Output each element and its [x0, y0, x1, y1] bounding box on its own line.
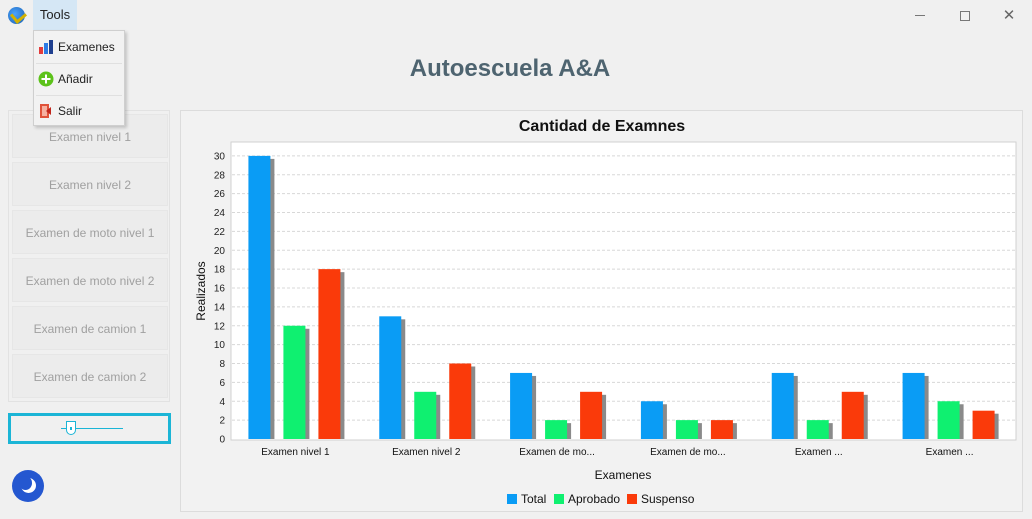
y-tick-label: 14	[214, 302, 226, 313]
slider-track	[61, 428, 123, 429]
menu-divider	[36, 63, 122, 64]
chart-title: Cantidad de Examnes	[519, 118, 685, 135]
bar-aprobado	[414, 391, 437, 439]
legend-label: Aprobado	[568, 492, 620, 506]
y-tick-label: 30	[214, 151, 226, 162]
title-bar: Tools ✕	[0, 0, 1032, 30]
minimize-button[interactable]	[897, 0, 943, 30]
legend-swatch	[627, 494, 637, 504]
menu-item-label: Añadir	[58, 72, 93, 86]
legend-swatch	[507, 494, 517, 504]
menu-item-label: Salir	[58, 104, 83, 118]
bar-chart-icon	[39, 40, 53, 54]
x-tick-label: Examen ...	[795, 447, 843, 458]
legend-swatch	[554, 494, 564, 504]
y-tick-label: 4	[219, 397, 225, 408]
page-title: Autoescuela A&A	[409, 55, 611, 82]
y-tick-label: 26	[214, 189, 226, 200]
bar-aprobado	[806, 420, 829, 439]
menu-item-anadir[interactable]: Añadir	[34, 63, 124, 95]
sidebar-item-examen-nivel-2[interactable]: Examen nivel 2	[12, 162, 168, 206]
x-axis-label: Examenes	[595, 468, 652, 482]
bar-suspenso	[710, 420, 733, 439]
maximize-button[interactable]	[942, 0, 988, 30]
y-tick-label: 18	[214, 265, 226, 276]
bar-aprobado	[937, 401, 960, 439]
tools-dropdown-menu: Examenes Añadir Salir	[33, 30, 125, 126]
bar-aprobado	[283, 325, 306, 439]
sidebar-item-moto-nivel-1[interactable]: Examen de moto nivel 1	[12, 210, 168, 254]
x-tick-label: Examen de mo...	[519, 447, 595, 458]
menu-divider	[36, 95, 122, 96]
bar-total	[248, 155, 271, 439]
menu-item-label: Examenes	[58, 40, 115, 54]
add-circle-icon	[38, 71, 54, 87]
y-tick-label: 10	[214, 340, 226, 351]
maximize-icon	[960, 10, 970, 21]
y-tick-label: 16	[214, 284, 226, 295]
exit-icon	[40, 104, 51, 118]
x-tick-label: Examen nivel 1	[261, 447, 330, 458]
y-tick-label: 22	[214, 227, 226, 238]
sidebar-item-camion-2[interactable]: Examen de camion 2	[12, 354, 168, 398]
bar-suspenso	[972, 410, 995, 439]
y-tick-label: 24	[214, 208, 226, 219]
y-tick-label: 2	[219, 416, 225, 427]
close-icon: ✕	[1002, 6, 1016, 24]
bar-total	[510, 372, 533, 439]
x-tick-label: Examen de mo...	[650, 447, 726, 458]
bar-total	[640, 401, 663, 439]
sidebar: Examen nivel 1 Examen nivel 2 Examen de …	[8, 110, 170, 402]
bar-aprobado	[545, 420, 568, 439]
y-tick-label: 12	[214, 321, 226, 332]
bar-suspenso	[580, 391, 603, 439]
y-tick-label: 8	[219, 359, 225, 370]
bar-total	[902, 372, 925, 439]
bar-suspenso	[318, 269, 341, 439]
y-tick-label: 20	[214, 246, 226, 257]
sidebar-item-camion-1[interactable]: Examen de camion 1	[12, 306, 168, 350]
minimize-icon	[915, 15, 925, 16]
theme-slider[interactable]	[8, 413, 171, 444]
legend-label: Suspenso	[641, 492, 695, 506]
y-tick-label: 6	[219, 378, 225, 389]
plot-area	[230, 141, 1017, 441]
x-tick-label: Examen nivel 2	[392, 447, 461, 458]
y-tick-label: 28	[214, 170, 226, 181]
app-logo-icon	[8, 7, 25, 24]
bar-total	[771, 372, 794, 439]
menu-item-salir[interactable]: Salir	[34, 95, 124, 127]
bar-total	[379, 316, 402, 439]
menu-item-examenes[interactable]: Examenes	[34, 31, 124, 63]
close-button[interactable]: ✕	[986, 0, 1032, 30]
menu-tools[interactable]: Tools	[33, 0, 77, 30]
bar-suspenso	[841, 391, 864, 439]
bar-aprobado	[675, 420, 698, 439]
bar-suspenso	[449, 363, 472, 439]
x-tick-label: Examen ...	[926, 447, 974, 458]
slider-handle[interactable]	[66, 421, 76, 435]
bar-chart: Cantidad de Examnes 02468101214161820222…	[194, 118, 1017, 506]
sidebar-item-moto-nivel-2[interactable]: Examen de moto nivel 2	[12, 258, 168, 302]
dark-mode-moon-icon[interactable]	[12, 470, 44, 502]
legend-label: Total	[521, 492, 546, 506]
chart-panel: Cantidad de Examnes 0 2 4 6 8 10 12 14 16 18 20 22 2…	[180, 110, 1023, 512]
y-tick-label: 0	[219, 435, 225, 446]
y-axis-label: Realizados	[194, 261, 208, 320]
